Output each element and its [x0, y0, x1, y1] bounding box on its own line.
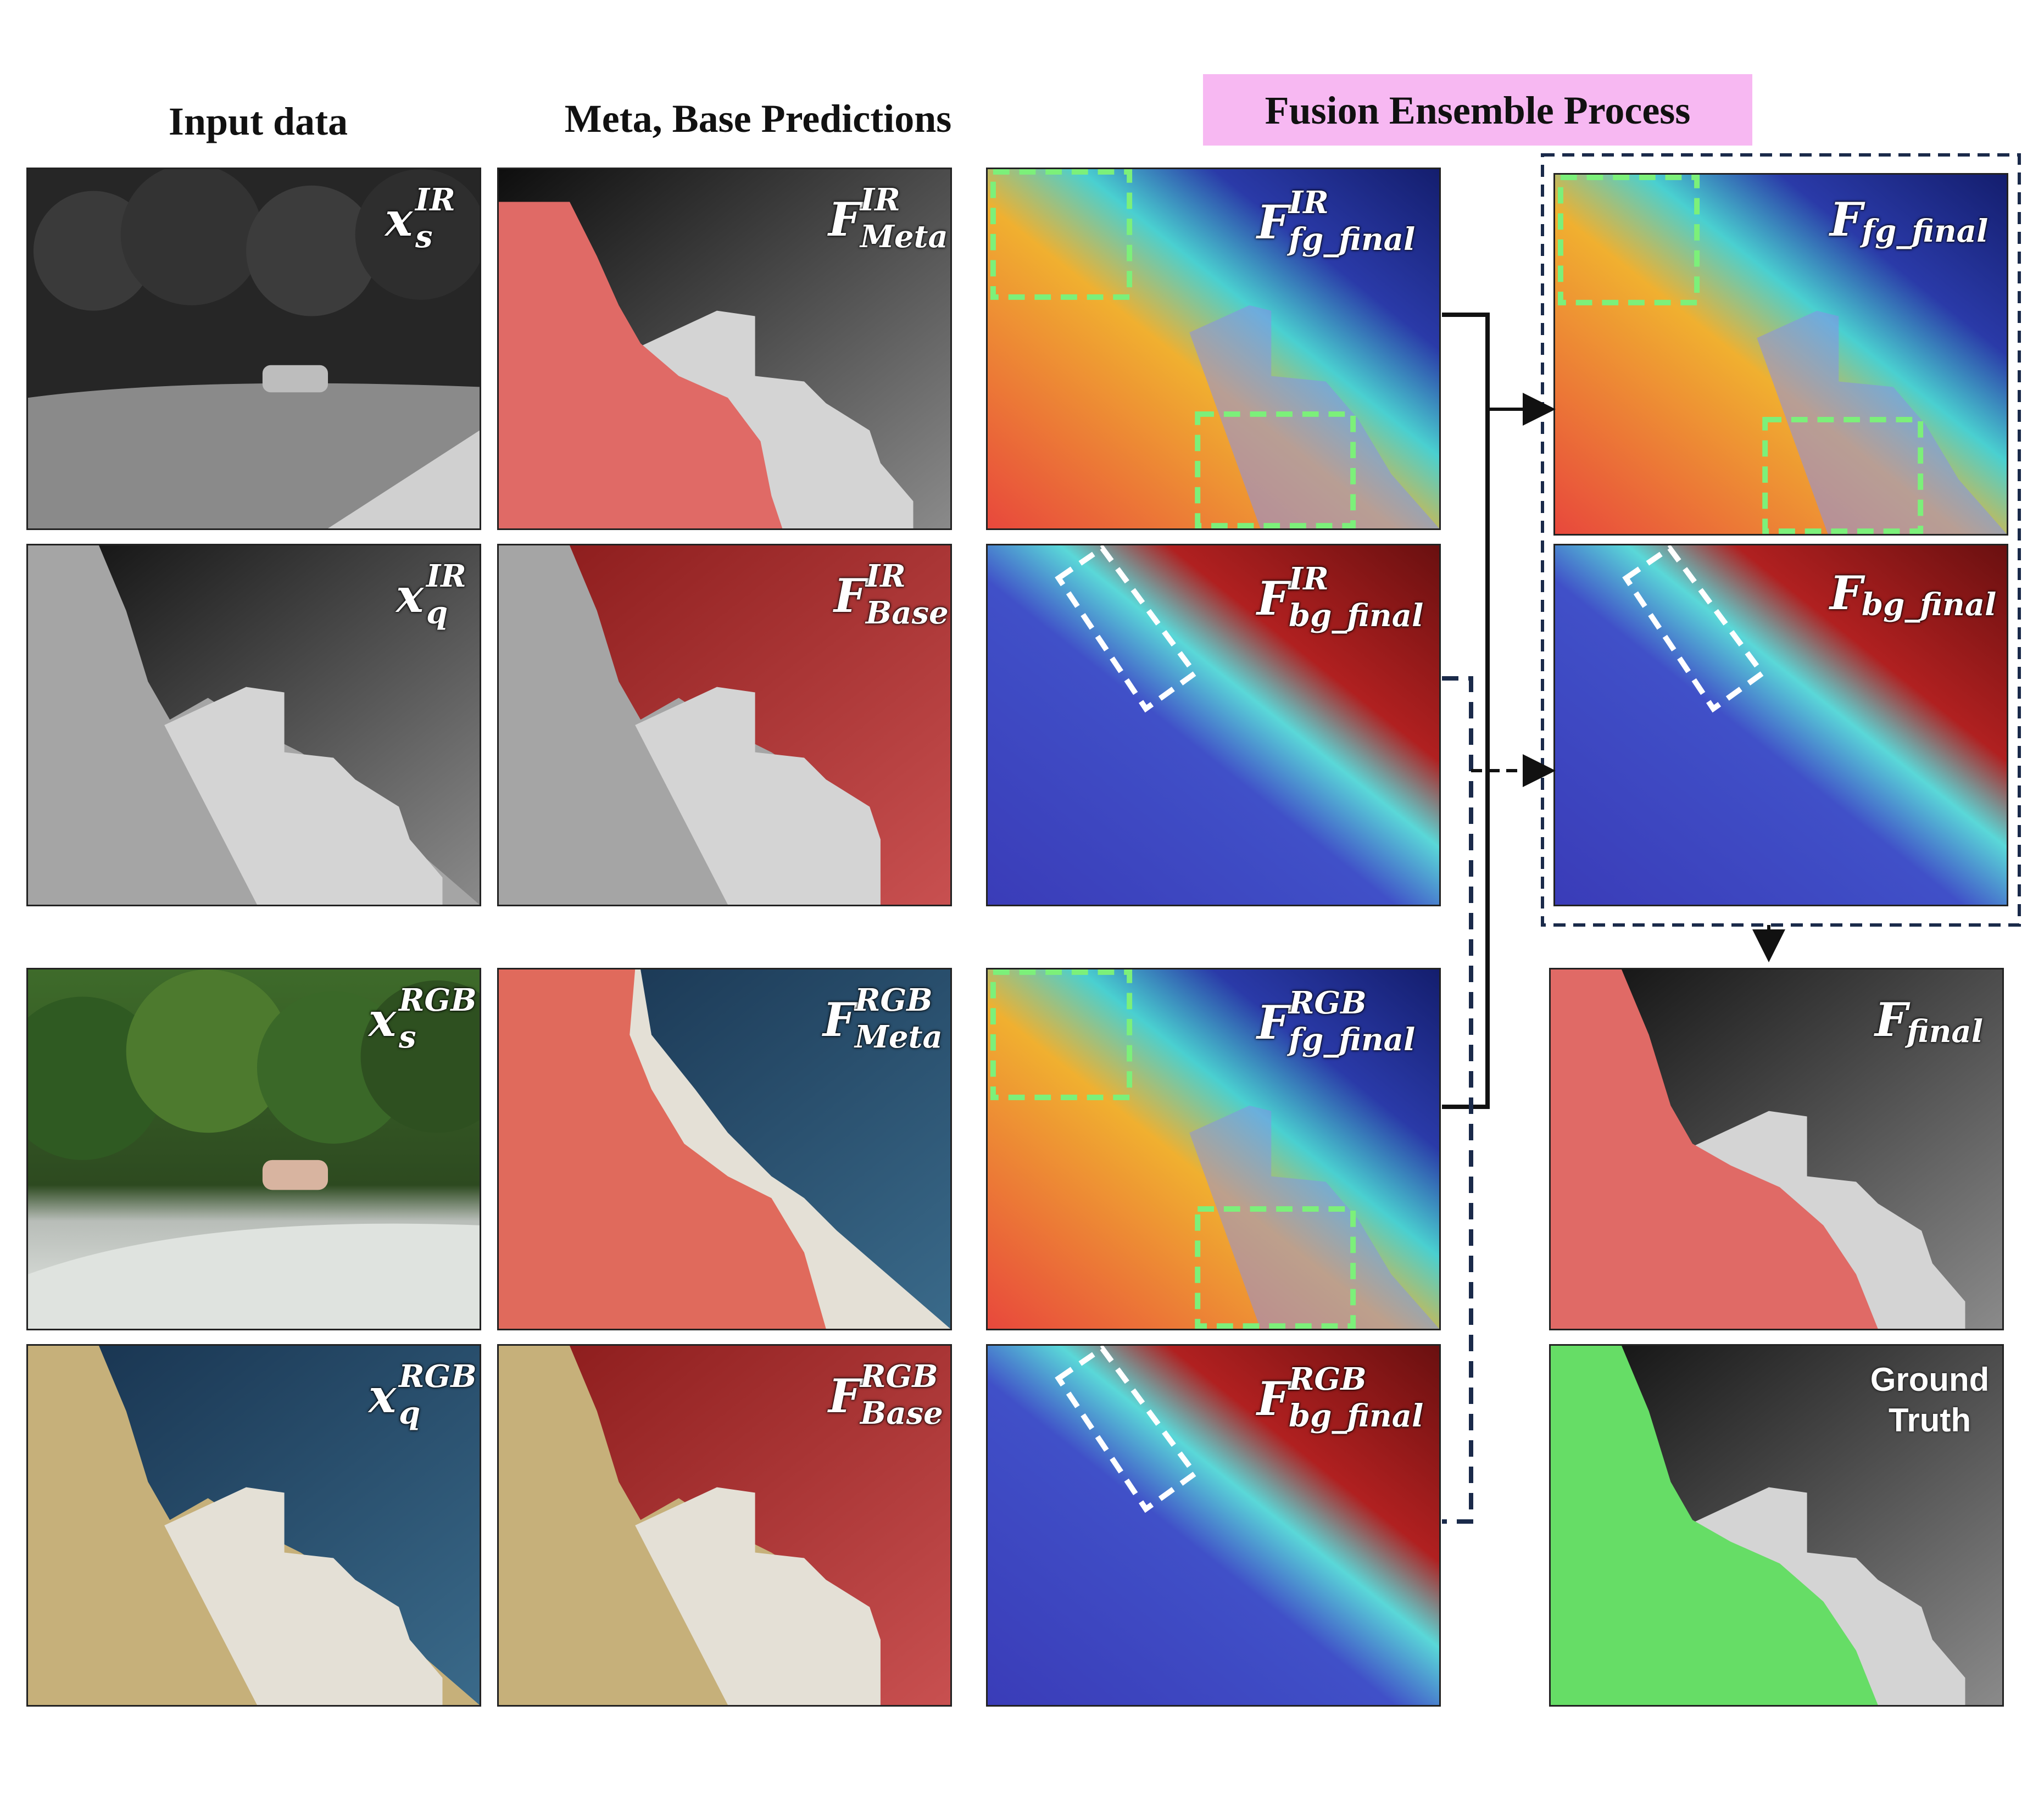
- fusion-ensemble-header: Fusion Ensemble Process: [1265, 88, 1691, 132]
- panel-f-meta-rgb: F RGB Meta: [497, 968, 952, 1330]
- fusion-header-box: [1203, 74, 1752, 146]
- panel-xs-rgb: x RGB s: [26, 968, 481, 1330]
- panel-xs-ir: x IR s: [26, 168, 481, 530]
- ground-truth-label: Ground Truth: [1870, 1361, 1990, 1439]
- label-xs-rgb: x RGB s: [369, 982, 477, 1055]
- label-f-fg-ir: F IR fg_final: [1257, 185, 1416, 258]
- bg-connector: [1442, 676, 1473, 1524]
- input-data-header: Input data: [168, 99, 348, 143]
- panel-f-fg-ir: F IR fg_final: [986, 168, 1441, 530]
- label-f-bg-ir: F IR bg_final: [1257, 561, 1424, 634]
- panel-f-bg-ir: F IR bg_final: [986, 544, 1441, 906]
- label-f-fg-final: F fg_final: [1830, 192, 1989, 249]
- fg-connector: [1442, 313, 1490, 1109]
- label-f-meta-rgb: F RGB Meta: [823, 982, 943, 1055]
- label-f-fg-rgb: F RGB fg_final: [1257, 985, 1416, 1058]
- label-f-base-ir: F IR Base: [834, 558, 949, 631]
- panel-f-bg-rgb: F RGB bg_final: [986, 1344, 1441, 1707]
- panel-f-fg-final: F fg_final: [1553, 173, 2008, 536]
- panel-xq-rgb: x RGB q: [26, 1344, 481, 1707]
- label-f-final: F final: [1875, 993, 1983, 1050]
- panel-f-base-rgb: F RGB Base: [497, 1344, 952, 1707]
- panel-xq-ir: x IR q: [26, 544, 481, 906]
- label-f-bg-rgb: F RGB bg_final: [1257, 1361, 1424, 1434]
- panel-f-fg-rgb: F RGB fg_final: [986, 968, 1441, 1330]
- panel-ground-truth: Ground Truth: [1549, 1344, 2004, 1707]
- panel-f-final: F final: [1549, 968, 2004, 1330]
- panel-f-base-ir: F IR Base: [497, 544, 952, 906]
- label-f-bg-final: F bg_final: [1830, 566, 1997, 623]
- fusion-output-enclosure: [1541, 153, 2021, 927]
- panel-f-bg-final: F bg_final: [1553, 544, 2008, 906]
- label-f-meta-ir: F IR Meta: [828, 182, 948, 255]
- label-xq-ir: x IR q: [396, 558, 466, 631]
- panel-f-meta-ir: F IR Meta: [497, 168, 952, 530]
- label-f-base-rgb: F RGB Base: [828, 1358, 943, 1431]
- label-xq-rgb: x RGB q: [369, 1358, 477, 1431]
- meta-base-predictions-header: Meta, Base Predictions: [564, 97, 952, 141]
- label-xs-ir: x IR s: [385, 182, 455, 255]
